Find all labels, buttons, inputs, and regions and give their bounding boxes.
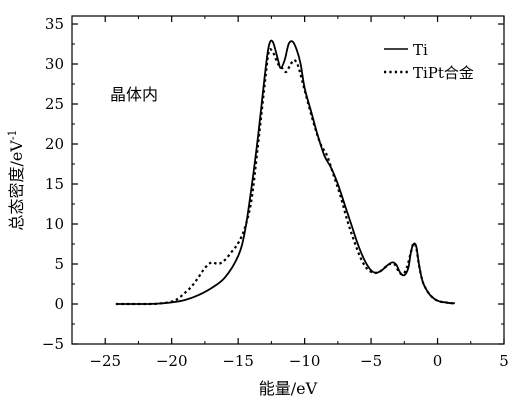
x-tick-label: −5 bbox=[360, 352, 382, 370]
y-tick-label: 25 bbox=[45, 95, 64, 113]
crystal-annotation: 晶体内 bbox=[110, 85, 158, 104]
y-axis-title-main: 总态密度/eV bbox=[7, 140, 26, 231]
x-tick-label: 0 bbox=[433, 352, 443, 370]
y-tick-label: −5 bbox=[42, 335, 64, 353]
y-tick-label: 15 bbox=[45, 175, 64, 193]
x-tick-label: −25 bbox=[89, 352, 121, 370]
series-line-tipt bbox=[115, 48, 455, 306]
y-tick-label: 10 bbox=[45, 215, 64, 233]
x-tick-label: −20 bbox=[156, 352, 188, 370]
y-tick-label: 0 bbox=[54, 295, 64, 313]
x-axis-title: 能量/eV bbox=[259, 379, 318, 398]
y-tick-label: 20 bbox=[45, 135, 64, 153]
axis-ticks bbox=[71, 16, 505, 345]
x-tick-label: 5 bbox=[499, 352, 509, 370]
y-tick-label: 35 bbox=[45, 15, 64, 33]
x-tick-label: −15 bbox=[222, 352, 254, 370]
chart-curves bbox=[115, 39, 455, 306]
chart-legend: Ti TiPt合金 bbox=[384, 41, 474, 82]
plot-frame bbox=[71, 15, 505, 345]
y-axis-title-superscript: -1 bbox=[6, 129, 19, 140]
y-tick-label: 5 bbox=[54, 255, 64, 273]
legend-label-tipt: TiPt合金 bbox=[413, 64, 474, 82]
y-axis-title: 总态密度/eV-1 bbox=[6, 129, 26, 230]
y-tick-label: 30 bbox=[45, 55, 64, 73]
series-line-ti bbox=[115, 39, 455, 305]
x-tick-label: −10 bbox=[289, 352, 321, 370]
legend-label-ti: Ti bbox=[413, 41, 428, 59]
axis-tick-labels: −25 −20 −15 −10 −5 0 5 −5 0 5 10 15 20 25 30 35 bbox=[42, 15, 509, 370]
